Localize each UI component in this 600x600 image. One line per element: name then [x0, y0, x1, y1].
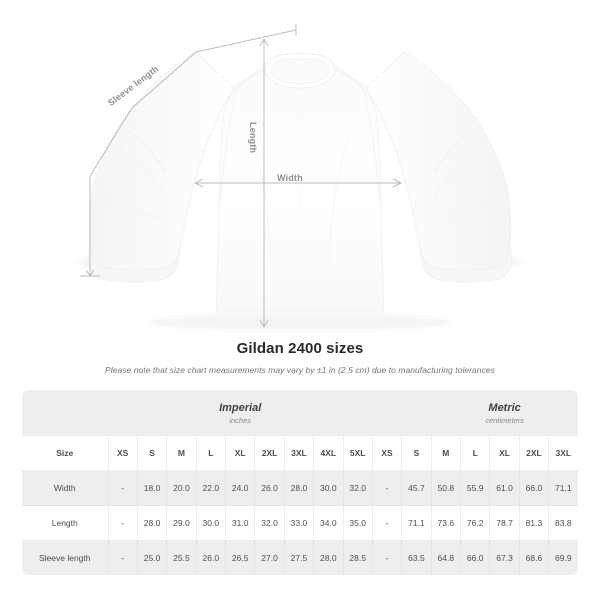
- table-row: Length -28.0 29.0 30.0 31.0 32.0 33.0 34.0 35.0-…: [22, 505, 578, 541]
- size-chart-body: Width -18.0 20.0 22.0 24.0 26.0 28.0 30.0 32.0-4…: [22, 470, 578, 575]
- cell-sleeve-length-imperial-l: 26.0: [196, 540, 227, 575]
- cell-length-imperial-m: 29.0: [166, 505, 197, 541]
- cell-sleeve-length-metric-xl: 67.3: [489, 540, 520, 575]
- unit-row-spacer: [22, 390, 108, 436]
- tolerance-note: Please note that size chart measurements…: [105, 365, 495, 375]
- cell-width-imperial-s: 18.0: [137, 470, 168, 506]
- cell-sleeve-length-imperial-xl: 26.5: [225, 540, 256, 575]
- cell-length-metric-m: 73.6: [431, 505, 462, 541]
- cell-width-imperial-4xl: 30.0: [313, 470, 344, 506]
- size-header-imperial-m: M: [166, 436, 197, 471]
- size-header-metric-3xl: 3XL: [548, 436, 578, 471]
- unit-name-metric: Metric: [488, 401, 521, 414]
- cell-length-imperial-5xl: 35.0: [343, 505, 373, 541]
- size-header-imperial-xs: XS: [108, 436, 138, 471]
- cell-length-metric-l: 76.2: [460, 505, 491, 541]
- size-header-imperial-l: L: [196, 436, 227, 471]
- size-chart-table-wrapper: Imperial inches Metric centimeters Size …: [22, 390, 578, 575]
- row-label-length: Length: [22, 505, 109, 541]
- title-block: Gildan 2400 sizes Please note that size …: [0, 340, 600, 375]
- cell-width-imperial-xl: 24.0: [225, 470, 256, 506]
- cell-width-metric-xs: -: [371, 470, 403, 506]
- cell-width-metric-s: 45.7: [401, 470, 432, 506]
- cell-width-imperial-xs: -: [108, 470, 138, 506]
- size-header-imperial-s: S: [137, 436, 168, 471]
- row-label-sleeve-length: Sleeve length: [22, 540, 109, 575]
- cell-width-imperial-l: 22.0: [196, 470, 227, 506]
- cell-sleeve-length-imperial-4xl: 28.0: [313, 540, 344, 575]
- table-row: Width -18.0 20.0 22.0 24.0 26.0 28.0 30.0 32.0-4…: [22, 470, 578, 506]
- unit-header-metric: Metric centimeters: [372, 390, 578, 436]
- cell-length-metric-s: 71.1: [401, 505, 432, 541]
- size-header-metric-2xl: 2XL: [519, 436, 550, 471]
- cell-length-imperial-s: 28.0: [137, 505, 168, 541]
- cell-sleeve-length-imperial-5xl: 28.5: [343, 540, 373, 575]
- cell-length-imperial-xs: -: [108, 505, 138, 541]
- size-header-metric-m: M: [431, 436, 462, 471]
- left-sleeve: [87, 51, 235, 283]
- unit-sub-metric: centimeters: [485, 415, 524, 425]
- cell-sleeve-length-imperial-m: 25.5: [166, 540, 197, 575]
- unit-header-row: Imperial inches Metric centimeters: [22, 390, 578, 436]
- cell-sleeve-length-metric-xs: -: [371, 540, 403, 575]
- cell-length-metric-3xl: 83.8: [548, 505, 578, 541]
- right-sleeve: [365, 51, 513, 283]
- cell-width-metric-3xl: 71.1: [548, 470, 578, 506]
- cell-sleeve-length-imperial-xs: -: [108, 540, 138, 575]
- cell-sleeve-length-imperial-s: 25.0: [137, 540, 168, 575]
- cell-length-imperial-l: 30.0: [196, 505, 227, 541]
- sleeve-length-guide: [80, 24, 297, 277]
- unit-name-imperial: Imperial: [219, 401, 262, 414]
- cell-width-imperial-5xl: 32.0: [343, 470, 373, 506]
- cell-sleeve-length-metric-m: 64.8: [431, 540, 462, 575]
- garment-illustration: Width Length Sleeve length: [76, 24, 524, 331]
- cell-length-metric-xl: 78.7: [489, 505, 520, 541]
- cell-width-metric-xl: 61.0: [489, 470, 520, 506]
- cell-width-imperial-m: 20.0: [166, 470, 197, 506]
- size-chart-table: Imperial inches Metric centimeters Size …: [22, 390, 578, 575]
- size-header-label: Size: [22, 436, 109, 471]
- size-header-imperial-3xl: 3XL: [284, 436, 315, 471]
- size-header-imperial-xl: XL: [225, 436, 256, 471]
- size-header-imperial-4xl: 4XL: [313, 436, 344, 471]
- cell-sleeve-length-metric-l: 66.0: [460, 540, 491, 575]
- cell-sleeve-length-imperial-2xl: 27.0: [254, 540, 285, 575]
- size-header-imperial-5xl: 5XL: [343, 436, 373, 471]
- row-label-width: Width: [22, 470, 109, 506]
- unit-header-imperial: Imperial inches: [108, 390, 373, 436]
- cell-width-imperial-3xl: 28.0: [284, 470, 315, 506]
- cell-length-imperial-4xl: 34.0: [313, 505, 344, 541]
- cell-sleeve-length-metric-2xl: 68.6: [519, 540, 550, 575]
- garment-body: [215, 52, 385, 319]
- cell-sleeve-length-metric-3xl: 69.9: [548, 540, 578, 575]
- size-header-metric-s: S: [401, 436, 432, 471]
- cell-length-metric-xs: -: [371, 505, 403, 541]
- size-header-row: Size XSSMLXL2XL3XL4XL5XLXSSMLXL2XL3XL4XL…: [22, 436, 578, 471]
- width-guide: [193, 178, 403, 188]
- unit-sub-imperial: inches: [229, 415, 252, 425]
- cell-width-metric-l: 55.9: [460, 470, 491, 506]
- measurement-guides: [80, 24, 403, 329]
- size-header-metric-xl: XL: [489, 436, 520, 471]
- cell-length-metric-2xl: 81.3: [519, 505, 550, 541]
- cell-sleeve-length-imperial-3xl: 27.5: [284, 540, 315, 575]
- cell-sleeve-length-metric-s: 63.5: [401, 540, 432, 575]
- cell-width-metric-2xl: 66.0: [519, 470, 550, 506]
- cell-length-imperial-2xl: 32.0: [254, 505, 285, 541]
- size-header-metric-xs: XS: [371, 436, 403, 471]
- garment-svg: [76, 24, 524, 331]
- page-title: Gildan 2400 sizes: [236, 340, 364, 357]
- cell-width-imperial-2xl: 26.0: [254, 470, 285, 506]
- size-header-imperial-2xl: 2XL: [254, 436, 285, 471]
- table-row: Sleeve length -25.0 25.5 26.0 26.5 27.0 27.5 28…: [22, 540, 578, 575]
- cell-width-metric-m: 50.8: [431, 470, 462, 506]
- cell-length-imperial-3xl: 33.0: [284, 505, 315, 541]
- size-header-metric-l: L: [460, 436, 491, 471]
- cell-length-imperial-xl: 31.0: [225, 505, 256, 541]
